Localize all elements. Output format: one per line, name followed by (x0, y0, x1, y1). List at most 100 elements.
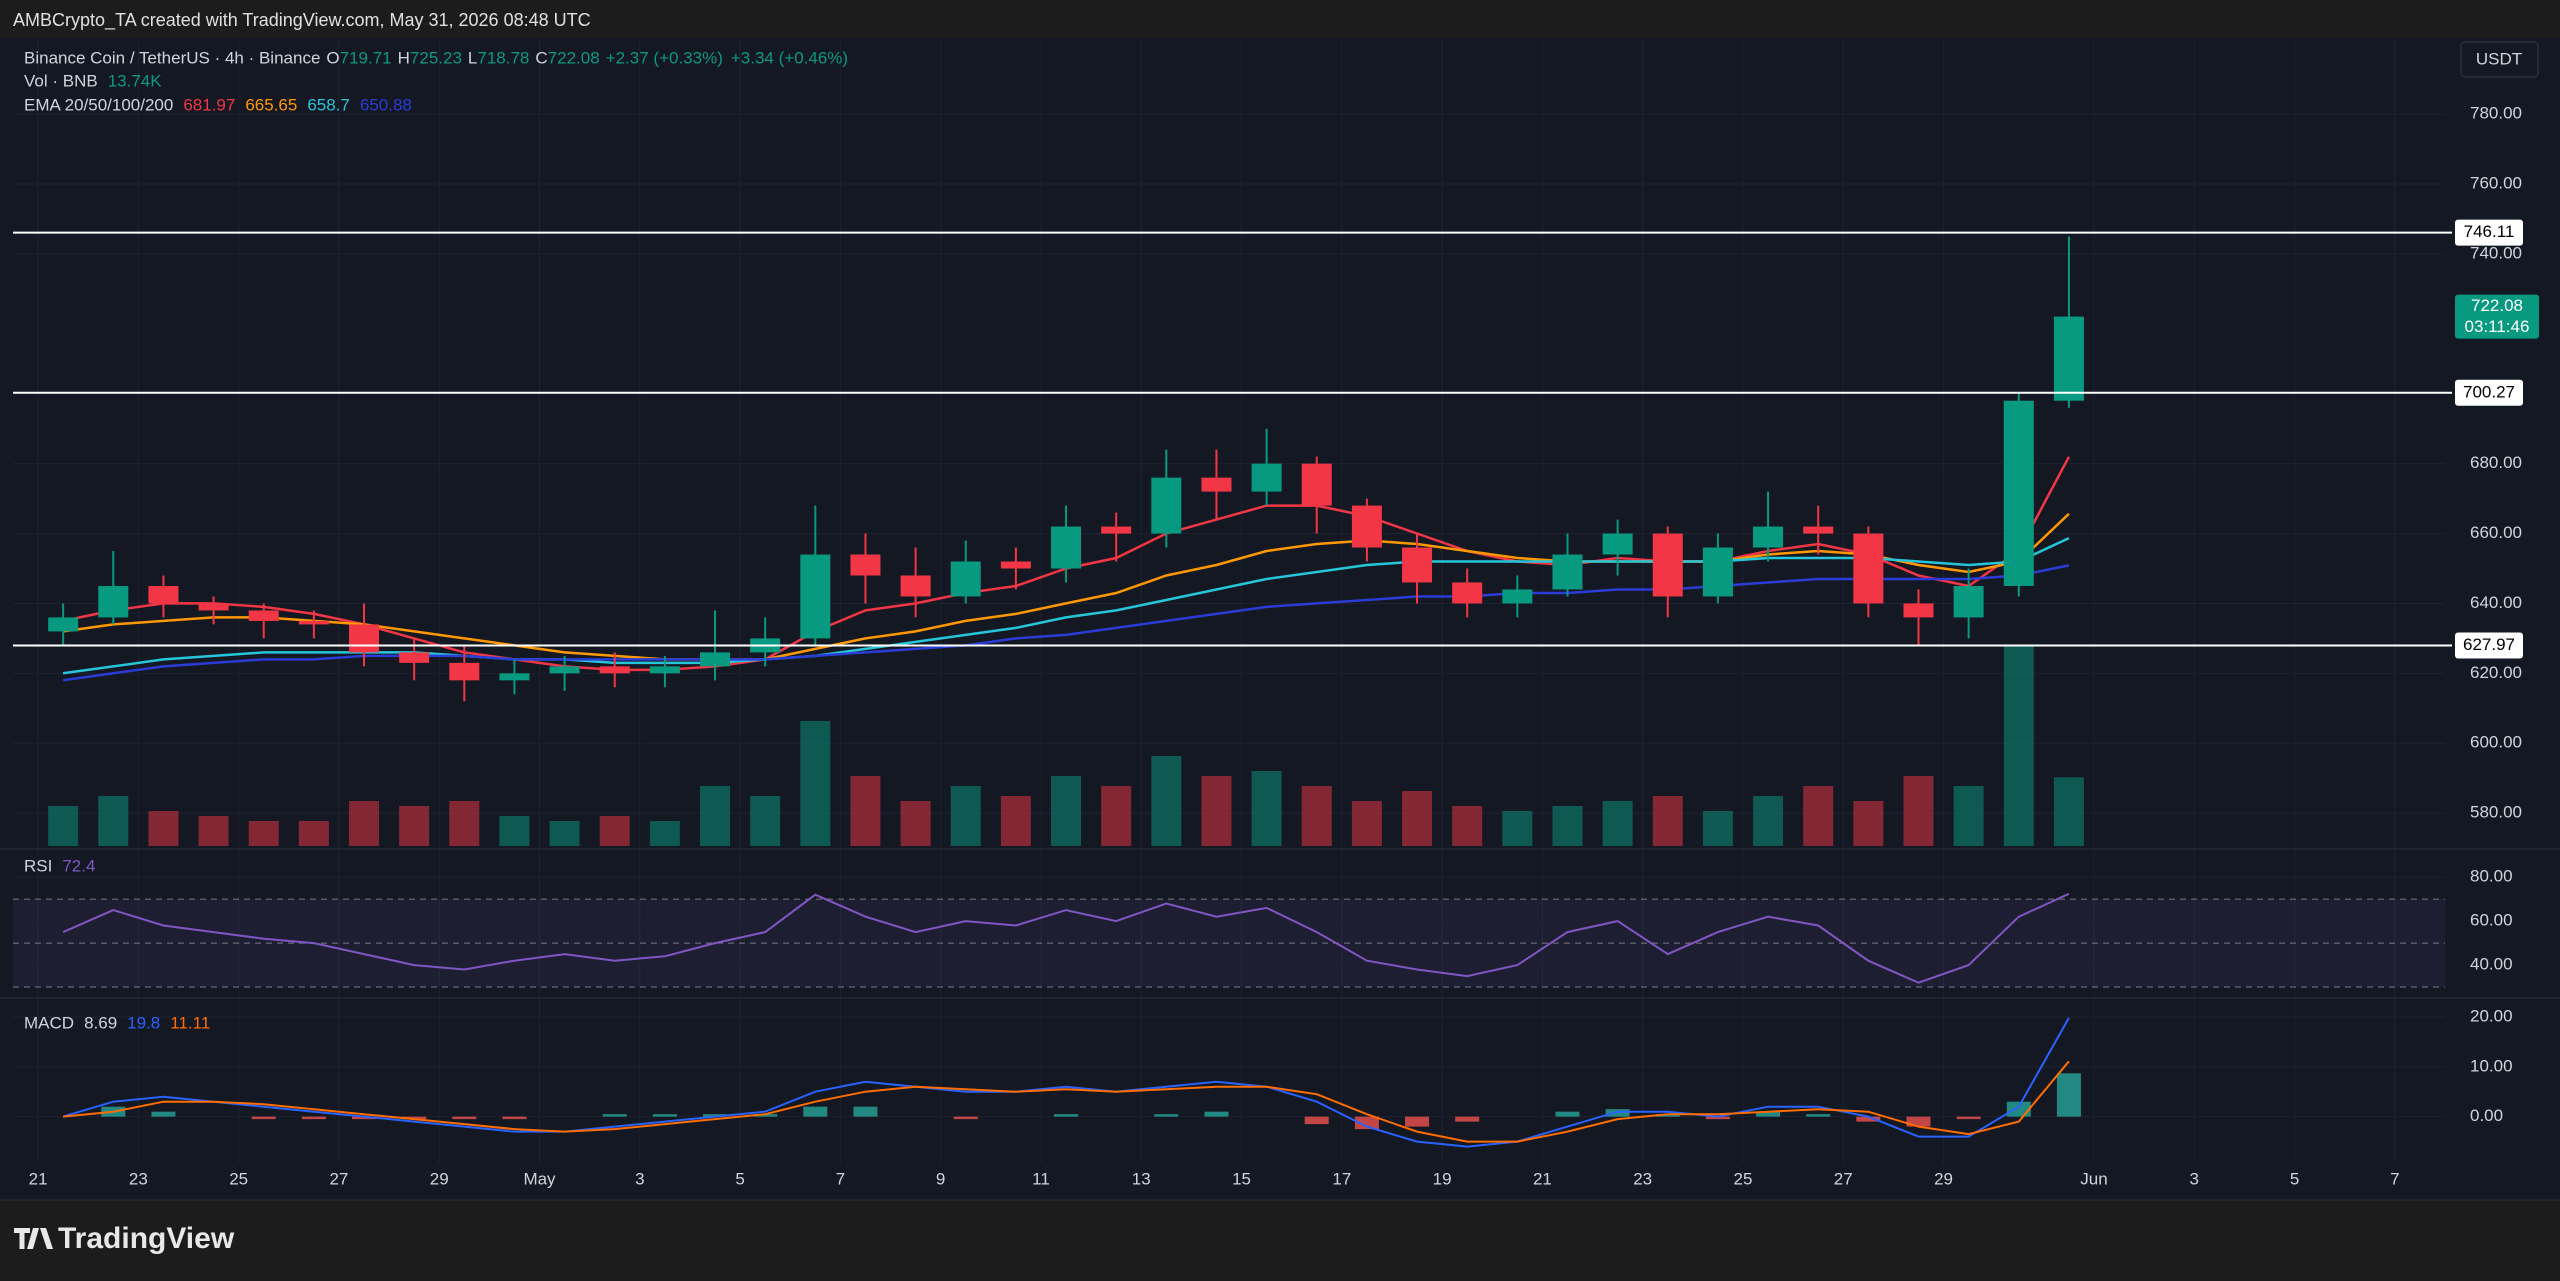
indicator-value: 19.8 (127, 1013, 160, 1032)
histogram-bar (1405, 1116, 1430, 1127)
histogram-bar (1856, 1116, 1881, 1122)
histogram-bar (151, 1111, 176, 1117)
volume-bar (1201, 776, 1232, 846)
candle-body (1301, 463, 1332, 506)
histogram-bar (2006, 1101, 2031, 1117)
x-tick-label: 17 (1332, 1169, 1351, 1188)
volume-bar (349, 801, 380, 846)
volume-bar (198, 816, 229, 846)
x-tick-label: 15 (1232, 1169, 1251, 1188)
candle-body (900, 575, 931, 597)
ema-value: 658.7 (307, 95, 350, 114)
candle-body (98, 585, 129, 618)
histogram-bar (1354, 1116, 1379, 1130)
symbol-title: Binance Coin / TetherUS · 4h · Binance (24, 48, 320, 67)
histogram-bar (1204, 1111, 1229, 1117)
ema-value: 650.88 (360, 95, 412, 114)
volume-bar (1803, 786, 1834, 846)
ohlc-key: O (326, 48, 339, 67)
indicator-value: 11.11 (170, 1013, 210, 1032)
candle-body (1702, 547, 1733, 597)
volume-bar (298, 821, 329, 846)
ema-value: 681.97 (183, 95, 235, 114)
x-tick-label: 21 (29, 1169, 48, 1188)
x-tick-label: 3 (635, 1169, 644, 1188)
volume-bar (1452, 806, 1483, 846)
candle-body (248, 610, 279, 621)
currency-button[interactable] (2460, 41, 2539, 78)
volume-bar (1301, 786, 1332, 846)
x-tick-label: Jun (2080, 1169, 2107, 1188)
histogram-bar (251, 1116, 276, 1120)
volume-bar (549, 821, 580, 846)
currency[interactable]: USDT (2476, 49, 2522, 68)
volume-bar (1051, 776, 1082, 846)
volume-bar (1702, 811, 1733, 846)
y-tick-label: 760.00 (2470, 174, 2522, 193)
candle-body (1101, 526, 1132, 534)
histogram-bar (1956, 1116, 1981, 1120)
ohlc-key: L (468, 48, 477, 67)
candle-body (48, 617, 79, 632)
x-tick-label: 5 (2290, 1169, 2299, 1188)
candle-body (298, 620, 329, 625)
candle-body (549, 666, 580, 674)
x-tick-label: 27 (329, 1169, 348, 1188)
ohlc-value: 719.71 (340, 48, 392, 67)
brand[interactable]: TradingView (58, 1222, 235, 1255)
price-label-bg (2455, 294, 2539, 339)
volume-bar (1151, 756, 1182, 846)
candle-body (599, 666, 630, 674)
y-tick-label: 40.00 (2470, 955, 2513, 974)
histogram-bar (953, 1116, 978, 1120)
candle-body (499, 673, 530, 681)
y-tick-label: 640.00 (2470, 593, 2522, 612)
indicator-value: 72.4 (62, 856, 95, 875)
x-tick-label: 7 (2390, 1169, 2399, 1188)
volume-bar (599, 816, 630, 846)
y-tick-label: 580.00 (2470, 803, 2522, 822)
candle-body (1753, 526, 1784, 548)
histogram-bar (502, 1116, 527, 1120)
x-tick-label: 21 (1533, 1169, 1552, 1188)
volume-bar (2053, 777, 2084, 846)
volume-bar (700, 786, 731, 846)
y-tick-label: 0.00 (2470, 1106, 2503, 1125)
candle-body (1402, 547, 1433, 583)
y-tick-label: 660.00 (2470, 523, 2522, 542)
y-tick-label: 10.00 (2470, 1056, 2513, 1075)
y-tick-label: 80.00 (2470, 867, 2513, 886)
volume-bar (1652, 796, 1683, 846)
ohlc-key: C (535, 48, 547, 67)
volume-bar (148, 811, 179, 846)
histogram-bar (1756, 1111, 1781, 1117)
chart-bg (0, 38, 2560, 1200)
histogram-bar (1806, 1114, 1831, 1117)
ohlc-value: 722.08 (548, 48, 600, 67)
histogram-bar (402, 1116, 427, 1120)
volume-bar (900, 801, 931, 846)
y-tick-label: 780.00 (2470, 104, 2522, 123)
rsi-line (62, 892, 2070, 984)
histogram-bar (652, 1114, 677, 1117)
level-label-bg (2455, 379, 2523, 406)
indicator-name: RSI (24, 856, 52, 875)
countdown: 03:11:46 (2465, 317, 2530, 336)
candle-body (148, 585, 179, 604)
volume-bar (1502, 811, 1533, 846)
volume-bar (399, 806, 430, 846)
volume-bar (1402, 791, 1433, 846)
volume-bar (800, 721, 831, 846)
histogram-bar (1455, 1116, 1480, 1122)
candle-body (1552, 554, 1583, 590)
candle-body (850, 554, 881, 576)
candle-body (1853, 533, 1884, 604)
candle-body (1953, 585, 1984, 618)
x-tick-label: 13 (1132, 1169, 1151, 1188)
level-label: 700.27 (2463, 382, 2515, 401)
volume-bar (950, 786, 981, 846)
x-tick-label: 23 (129, 1169, 148, 1188)
candle-body (449, 662, 480, 681)
ohlc-key: H (398, 48, 410, 67)
